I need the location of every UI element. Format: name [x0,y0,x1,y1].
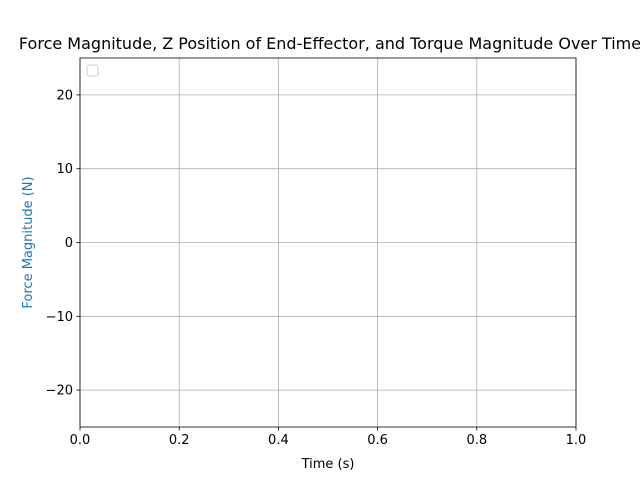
x-tick-label: 0.8 [466,433,487,448]
x-tick-label: 0.2 [169,433,190,448]
y-tick-label: 20 [56,88,73,103]
grid [79,58,577,427]
y-tick-label: −10 [46,310,73,325]
x-tick-label: 1.0 [566,433,587,448]
x-axis-label: Time (s) [301,457,355,472]
x-tick-label: 0.0 [70,433,91,448]
ticks: 0.0 0.2 0.4 0.6 0.8 1.0 −20 −10 0 10 20 [46,88,587,448]
y-tick-label: 10 [56,162,73,177]
x-tick-label: 0.4 [268,433,289,448]
chart-title: Force Magnitude, Z Position of End-Effec… [19,34,640,53]
legend [86,64,99,77]
y-tick-label: 0 [65,236,73,251]
x-tick-label: 0.6 [367,433,388,448]
y-axis-label: Force Magnitude (N) [21,176,36,308]
y-tick-label: −20 [46,384,73,399]
